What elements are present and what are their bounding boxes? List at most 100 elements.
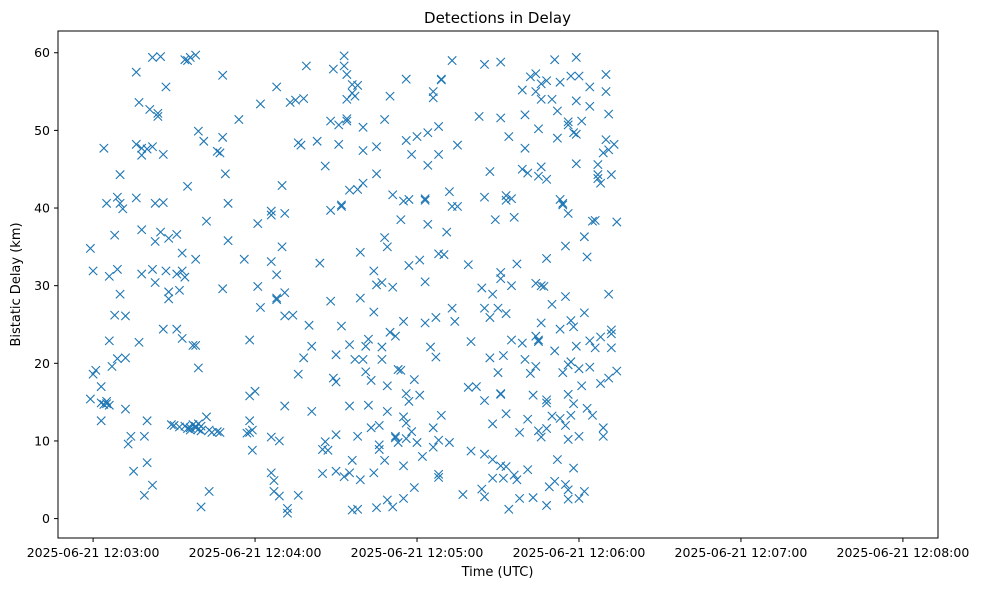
data-point — [218, 284, 228, 294]
data-point — [115, 170, 125, 180]
data-point — [488, 289, 498, 299]
data-point — [404, 194, 414, 205]
y-tick-label: 30 — [34, 278, 50, 293]
data-point — [398, 412, 409, 422]
data-point — [560, 291, 571, 302]
data-point — [501, 191, 511, 201]
data-point — [380, 114, 390, 125]
data-point — [498, 473, 508, 483]
data-point — [577, 116, 587, 126]
data-point — [193, 126, 203, 136]
data-point — [85, 243, 95, 253]
data-point — [520, 110, 530, 120]
data-point — [380, 232, 390, 243]
data-point — [336, 201, 347, 212]
data-point — [331, 430, 341, 440]
data-point — [574, 431, 584, 441]
data-point — [99, 143, 109, 153]
data-point — [112, 192, 122, 202]
data-point — [177, 248, 187, 258]
data-point — [571, 129, 581, 139]
data-point — [598, 423, 608, 433]
data-point — [496, 274, 506, 284]
data-point — [458, 489, 468, 500]
data-point — [253, 218, 263, 229]
data-point — [555, 324, 565, 334]
data-point — [220, 169, 230, 179]
data-point — [609, 139, 619, 149]
data-point — [358, 354, 368, 365]
data-point — [363, 334, 374, 344]
data-point — [285, 97, 295, 108]
data-point — [590, 215, 600, 226]
y-tick-label: 50 — [34, 123, 50, 138]
data-point — [496, 57, 506, 67]
data-point — [477, 484, 487, 494]
data-point — [91, 365, 101, 375]
data-point — [542, 398, 552, 408]
data-point — [353, 504, 363, 514]
data-point — [342, 69, 352, 80]
x-tick-label: 2025-06-21 12:07:00 — [675, 545, 808, 560]
data-point — [533, 335, 544, 345]
data-point — [110, 230, 120, 240]
data-point — [369, 307, 379, 317]
data-point — [139, 490, 149, 500]
data-point — [466, 446, 476, 456]
data-point — [558, 368, 568, 378]
data-point — [353, 184, 363, 194]
data-point — [515, 427, 525, 437]
data-point — [593, 159, 603, 170]
data-point — [604, 109, 614, 119]
data-point — [498, 350, 508, 361]
data-point — [371, 280, 382, 290]
data-point — [568, 322, 579, 332]
plot-frame — [57, 30, 939, 539]
data-point — [420, 195, 430, 205]
data-point — [331, 377, 341, 387]
data-point — [120, 311, 131, 321]
data-point — [199, 136, 209, 146]
data-point — [331, 466, 341, 476]
data-point — [212, 146, 222, 156]
data-point — [88, 266, 98, 276]
data-point — [282, 503, 293, 514]
data-point — [423, 128, 433, 138]
data-point — [115, 198, 125, 208]
data-point — [536, 318, 546, 328]
data-point — [612, 217, 622, 227]
data-point — [147, 480, 158, 490]
data-point — [374, 444, 384, 455]
data-point — [336, 321, 347, 331]
data-point — [606, 329, 616, 339]
data-point — [525, 72, 535, 82]
data-point — [382, 495, 392, 505]
data-point — [147, 52, 158, 62]
data-point — [488, 454, 498, 465]
data-point — [428, 442, 438, 452]
data-point — [172, 269, 182, 279]
data-point — [401, 135, 411, 146]
data-point — [320, 161, 330, 171]
data-point — [528, 493, 538, 503]
data-point — [420, 318, 430, 328]
data-point — [164, 233, 174, 243]
data-point — [274, 491, 284, 501]
data-point — [434, 469, 444, 479]
data-point — [398, 316, 409, 326]
data-point — [436, 410, 446, 420]
data-point — [385, 327, 395, 337]
data-point — [239, 254, 249, 264]
data-point — [425, 342, 436, 352]
data-point — [504, 132, 514, 142]
data-point — [423, 219, 433, 229]
data-point — [542, 174, 552, 184]
data-point — [344, 185, 355, 195]
data-point — [582, 403, 592, 413]
data-point — [434, 149, 444, 160]
data-point — [493, 368, 503, 378]
data-point — [366, 375, 376, 385]
data-point — [153, 111, 163, 121]
data-point — [218, 132, 228, 142]
data-point — [560, 241, 571, 251]
